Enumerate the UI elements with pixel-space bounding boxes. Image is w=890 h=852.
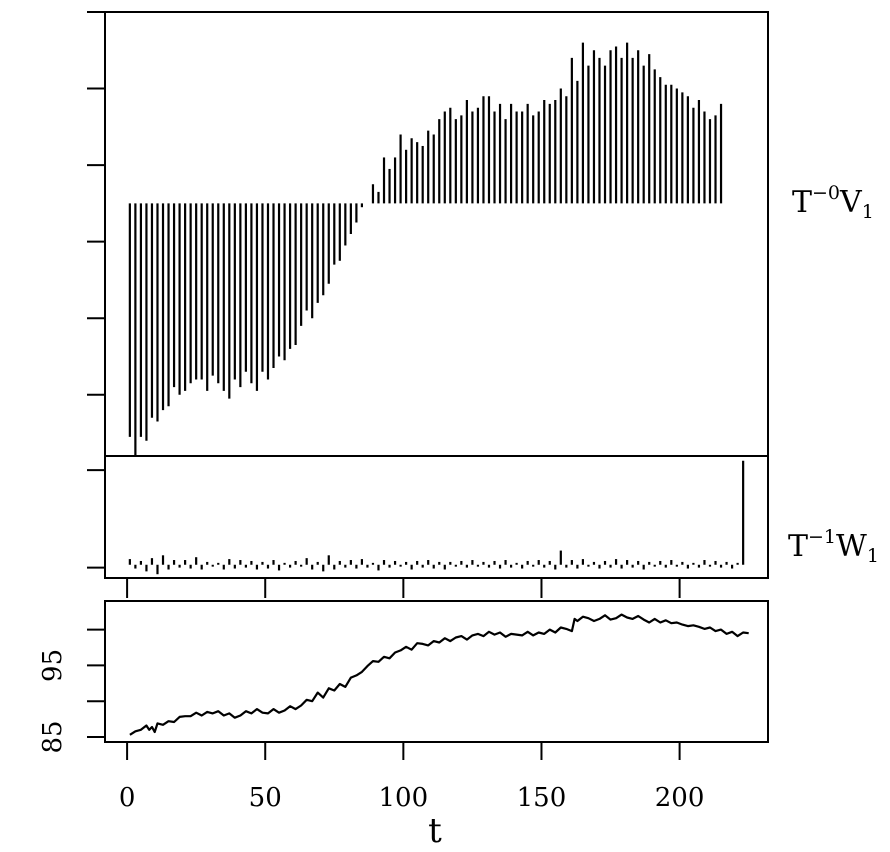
panel-v1-label: T−0V1 bbox=[792, 182, 874, 223]
panel-v1: T−0V1 bbox=[87, 11, 874, 457]
x-axis: 0 50 100 150 200 bbox=[119, 742, 705, 813]
x-tick-label: 150 bbox=[517, 783, 567, 813]
x-tick-label: 100 bbox=[379, 783, 429, 813]
x-tick-label: 0 bbox=[119, 783, 136, 813]
series-y-tick-label: 95 bbox=[38, 649, 68, 682]
panel-v1-label-base: T bbox=[792, 185, 812, 220]
panel-w1-frame bbox=[104, 455, 769, 579]
panel-series-frame bbox=[104, 600, 769, 743]
panel-w1-label: T−1W1 bbox=[788, 526, 879, 567]
panel-v1-y-axis bbox=[87, 11, 105, 396]
x-axis-title: t bbox=[428, 811, 442, 851]
panel-v1-label-sub: 1 bbox=[862, 201, 874, 223]
x-tick-label: 200 bbox=[655, 783, 705, 813]
panel-w1-label-sub: 1 bbox=[867, 545, 879, 567]
shared-x-ticks-top bbox=[126, 578, 681, 598]
panel-v1-label-sup: −0 bbox=[812, 182, 840, 204]
panel-v1-bars bbox=[128, 42, 723, 456]
series-line bbox=[129, 613, 749, 736]
panel-w1-label-sup: −1 bbox=[808, 526, 836, 548]
panel-series: 85 95 bbox=[38, 600, 769, 754]
panel-w1: T−1W1 bbox=[87, 455, 879, 579]
panel-w1-y-axis bbox=[87, 469, 105, 569]
panel-v1-label-rest: V bbox=[839, 185, 863, 220]
x-tick-label: 50 bbox=[249, 783, 282, 813]
panel-w1-bars bbox=[128, 460, 745, 575]
panel-series-y-axis: 85 95 bbox=[38, 628, 105, 754]
panel-w1-label-rest: W bbox=[836, 529, 867, 564]
series-y-tick-label: 85 bbox=[38, 720, 68, 753]
panel-v1-frame bbox=[104, 11, 769, 457]
panel-w1-label-base: T bbox=[788, 529, 808, 564]
